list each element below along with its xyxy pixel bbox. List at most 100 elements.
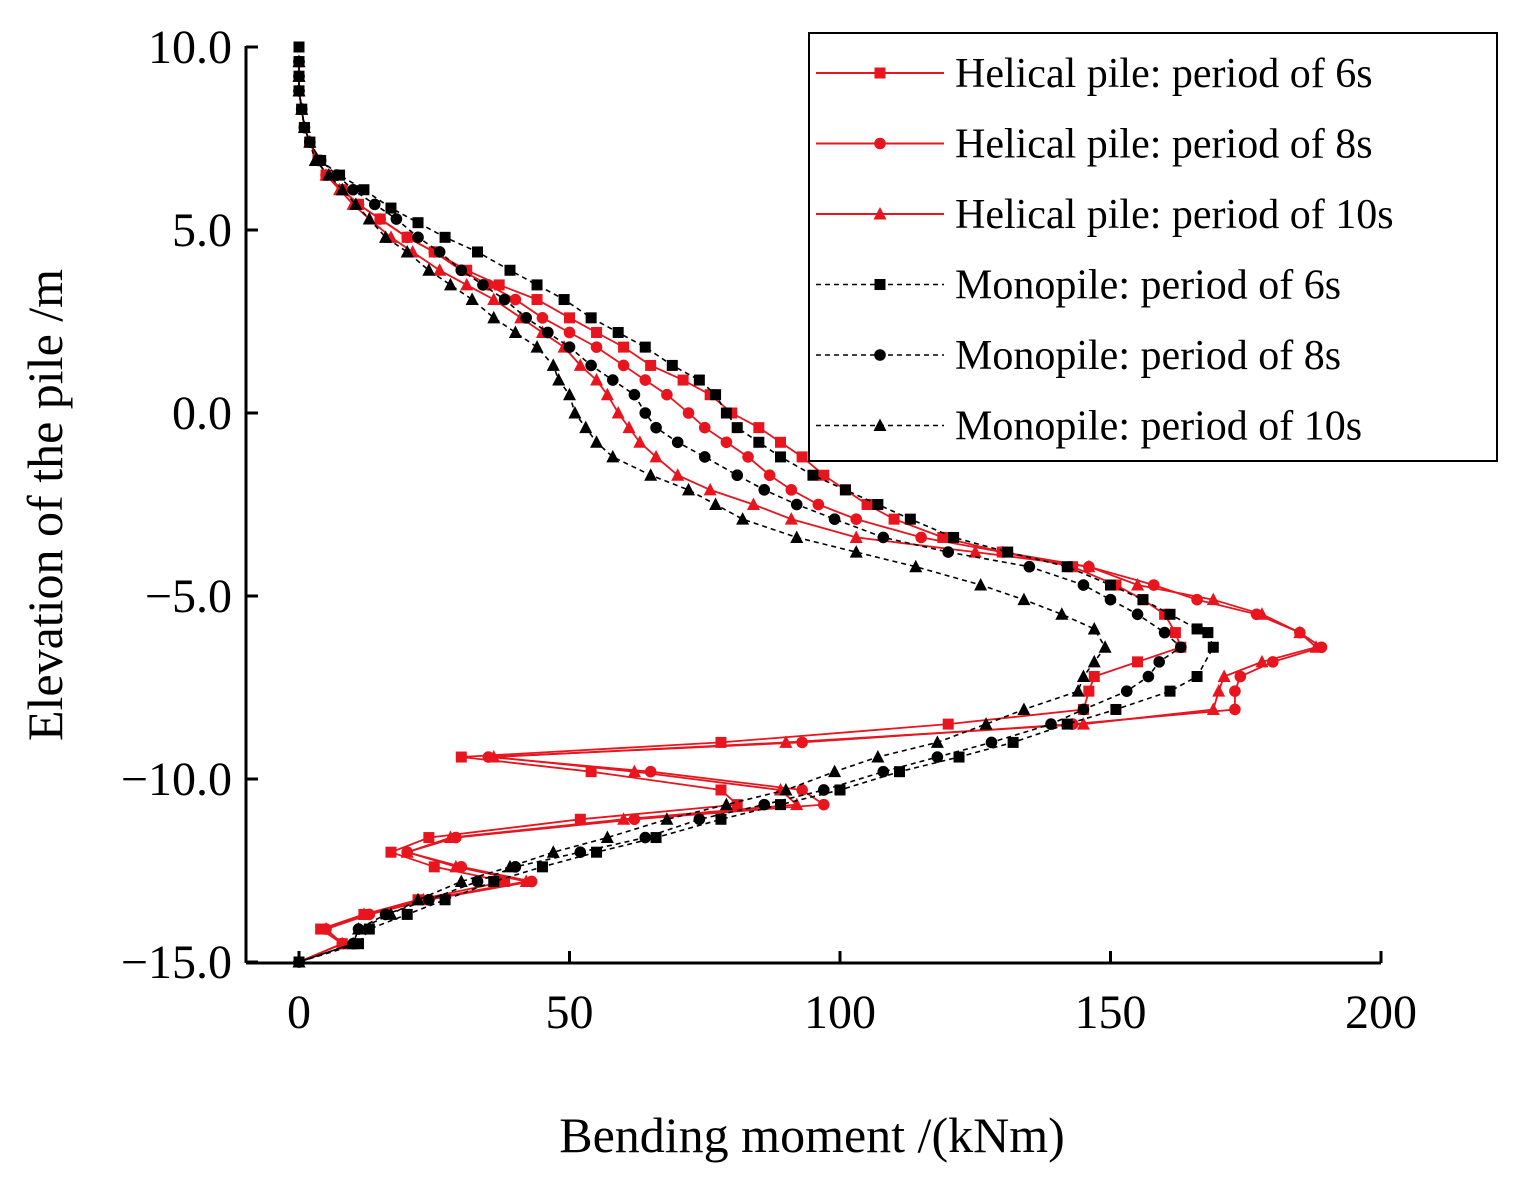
data-point [590, 341, 603, 353]
series-line [298, 61, 1318, 963]
data-point [552, 373, 566, 386]
x-tick-label: 0 [287, 986, 311, 1039]
data-point [303, 135, 317, 148]
data-point [790, 498, 803, 511]
y-tick-label: 10.0 [148, 21, 232, 74]
data-point [443, 277, 457, 291]
data-point [671, 468, 685, 481]
data-point [612, 326, 624, 338]
data-point [611, 406, 625, 419]
data-point [660, 812, 674, 825]
data-point [443, 830, 457, 844]
data-point [455, 751, 467, 763]
data-point [931, 751, 944, 763]
data-point [585, 766, 597, 778]
data-point [498, 293, 511, 306]
data-point [1217, 669, 1231, 683]
data-point [295, 102, 309, 115]
data-point [390, 213, 403, 225]
y-tick-label: −15.0 [121, 936, 232, 989]
data-point [363, 923, 375, 935]
data-point [942, 546, 954, 558]
data-point [322, 168, 336, 181]
data-point [784, 512, 798, 525]
data-point [849, 530, 863, 543]
data-point [1055, 607, 1069, 620]
data-point [520, 312, 533, 324]
data-point [606, 374, 619, 386]
data-point [591, 326, 603, 338]
data-point [645, 359, 657, 371]
series-line [298, 61, 1183, 963]
data-point [1293, 625, 1307, 639]
data-point [499, 875, 511, 887]
data-point [731, 799, 743, 811]
data-point [1076, 717, 1090, 730]
data-point [331, 169, 343, 181]
data-point [546, 845, 560, 858]
legend-entry: Monopile: period of 8s [816, 333, 1341, 379]
data-point [358, 184, 370, 196]
data-point [401, 231, 414, 244]
data-point [1309, 640, 1323, 653]
data-point [1061, 718, 1073, 730]
data-point [828, 513, 841, 525]
data-point [915, 531, 927, 544]
data-point [1229, 685, 1241, 697]
data-point [585, 312, 597, 324]
data-point [849, 545, 863, 558]
y-tick-label: 0.0 [172, 387, 232, 440]
data-point [1191, 623, 1203, 635]
data-point [1110, 703, 1122, 715]
data-point [720, 436, 733, 449]
legend: Helical pile: period of 6s Helical pile: … [808, 32, 1498, 462]
x-tick-label: 100 [804, 986, 876, 1039]
data-point [839, 484, 851, 496]
data-point [1120, 685, 1133, 697]
data-point [1164, 608, 1176, 620]
data-point [546, 358, 560, 371]
data-point [622, 420, 636, 434]
data-point [639, 341, 651, 353]
data-point [384, 907, 398, 920]
data-point [564, 312, 575, 324]
data-point [428, 861, 440, 873]
data-point [362, 212, 376, 225]
data-point [861, 499, 873, 510]
data-point [720, 407, 732, 419]
data-point [677, 374, 689, 386]
data-point [357, 907, 371, 920]
data-point [1045, 718, 1057, 730]
data-point [968, 545, 982, 558]
data-point [1132, 656, 1144, 668]
data-point [617, 812, 631, 825]
data-point [774, 436, 786, 448]
data-point [401, 908, 413, 920]
data-point [423, 832, 435, 844]
data-point [487, 292, 501, 306]
data-point [942, 718, 954, 730]
data-point [590, 435, 604, 448]
data-point [639, 407, 652, 419]
data-point [1017, 702, 1031, 715]
data-point [460, 277, 474, 291]
data-point [422, 263, 436, 276]
data-point [753, 436, 765, 448]
y-tick-label: 5.0 [172, 204, 232, 257]
data-point [1076, 669, 1090, 683]
legend-label: Helical pile: period of 10s [955, 192, 1394, 238]
data-point [693, 374, 705, 386]
data-point [834, 784, 846, 796]
y-axis-title: Elevation of the pile /m [17, 269, 73, 741]
data-point [671, 436, 684, 449]
data-point [644, 765, 657, 778]
data-point [796, 451, 808, 463]
data-point [715, 736, 727, 748]
data-point [1255, 607, 1269, 620]
data-point [1207, 641, 1219, 653]
data-point [1202, 627, 1214, 639]
data-point [454, 874, 468, 887]
legend-label: Helical pile: period of 8s [955, 122, 1373, 168]
legend-marker [874, 67, 886, 79]
data-point [591, 846, 603, 858]
